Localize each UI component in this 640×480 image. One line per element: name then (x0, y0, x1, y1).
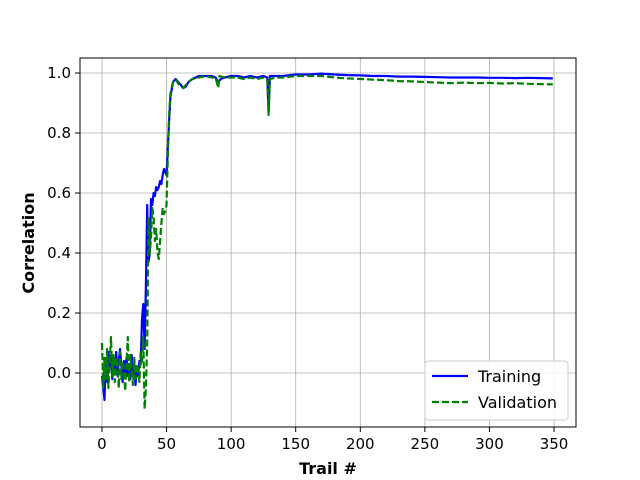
y-tick-label: 0.4 (47, 244, 71, 262)
x-tick-label: 0 (97, 435, 107, 453)
y-tick-label: 0.2 (47, 304, 71, 322)
legend: Training Validation (424, 360, 569, 421)
x-axis-label: Trail # (299, 459, 357, 478)
y-axis-label: Correlation (19, 192, 38, 293)
y-axis-ticks: 0.0 0.2 0.4 0.6 0.8 1.0 (47, 64, 80, 382)
plot-frame (79, 57, 577, 428)
y-tick-label: 0.8 (47, 124, 71, 142)
x-tick-label: 200 (346, 435, 375, 453)
x-tick-label: 150 (281, 435, 310, 453)
x-tick-label: 250 (411, 435, 440, 453)
x-tick-label: 300 (475, 435, 504, 453)
legend-validation-label: Validation (478, 393, 557, 412)
y-tick-label: 0.0 (47, 364, 71, 382)
x-tick-label: 100 (217, 435, 246, 453)
x-tick-label: 350 (540, 435, 569, 453)
series-layer (100, 72, 553, 411)
x-axis-ticks: 0 50 100 150 200 250 300 350 (97, 427, 568, 453)
x-tick-label: 50 (157, 435, 176, 453)
series-line-validation (100, 74, 553, 411)
y-tick-label: 0.6 (47, 184, 71, 202)
y-tick-label: 1.0 (47, 64, 71, 82)
legend-training-label: Training (477, 367, 541, 386)
